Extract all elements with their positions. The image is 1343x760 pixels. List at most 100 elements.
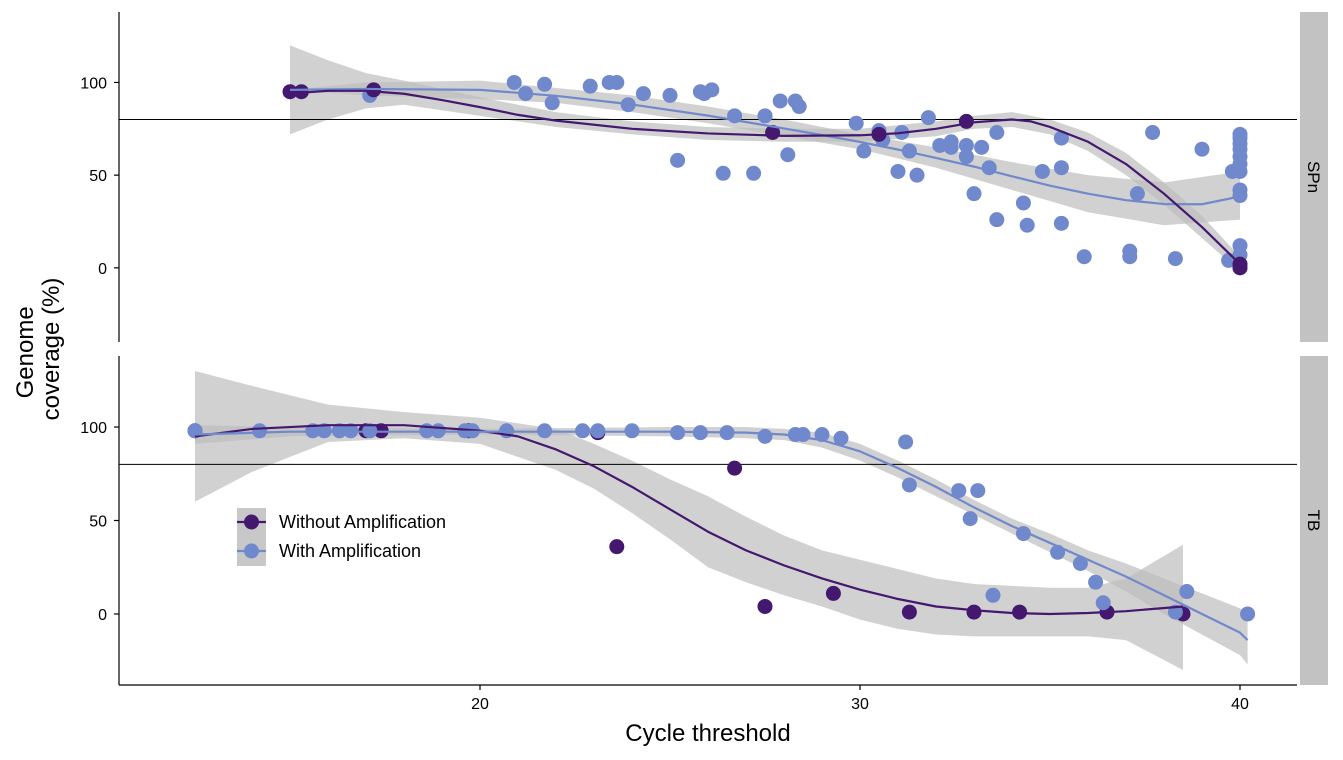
with-point [757, 428, 773, 444]
with-point [1019, 217, 1035, 233]
without-point [609, 539, 625, 555]
with-point [1145, 125, 1161, 141]
with-point [920, 110, 936, 126]
without-point [1232, 260, 1248, 276]
with-point [757, 108, 773, 124]
with-point [506, 74, 522, 90]
with-point [582, 78, 598, 94]
facet-strip [1300, 356, 1328, 685]
with-point [901, 477, 917, 493]
with-point [715, 165, 731, 181]
without-point [282, 84, 298, 100]
without-point [1012, 604, 1028, 620]
with-point [780, 147, 796, 163]
y-axis-title-line-1: Genome [12, 306, 39, 398]
panel-tb: 0 50 100 TB [80, 356, 1328, 685]
y-tick-label: 100 [80, 420, 107, 437]
with-point [1053, 130, 1069, 146]
x-tick-label: 20 [471, 696, 489, 713]
without-point [966, 604, 982, 620]
with-point [890, 163, 906, 179]
with-point [951, 483, 967, 499]
facet-panels: 0 50 100 SPn 0 50 100 TB [80, 12, 1328, 685]
with-point [962, 511, 978, 527]
with-point [966, 186, 982, 202]
without-point [825, 585, 841, 601]
facet-strip-label: TB [1304, 510, 1323, 532]
facet-strip-label: SPn [1304, 161, 1323, 193]
y-axis-title: Genome coverage (%) [12, 278, 65, 421]
y-tick-label: 50 [89, 514, 107, 531]
with-point [704, 82, 720, 98]
legend-item-without: Without Amplification [237, 508, 446, 537]
panel-spn: 0 50 100 SPn [80, 12, 1328, 342]
y-tick-label: 0 [98, 607, 107, 624]
with-point [791, 99, 807, 115]
without-point [901, 604, 917, 620]
with-point [856, 143, 872, 159]
without-fit-line [289, 89, 1241, 265]
with-point [670, 152, 686, 168]
with-point [544, 95, 560, 111]
legend: Without Amplification With Amplification [237, 508, 446, 566]
with-point [1053, 215, 1069, 231]
without-point [757, 598, 773, 614]
with-point [909, 167, 925, 183]
x-axis-title: Cycle threshold [625, 720, 790, 747]
with-fit-line [289, 87, 1241, 206]
with-point [1072, 555, 1088, 571]
with-point [772, 93, 788, 109]
facet-strip [1300, 12, 1328, 342]
with-point [989, 212, 1005, 228]
with-point [833, 430, 849, 446]
with-point [943, 139, 959, 155]
with-point [795, 427, 811, 443]
y-axis-title-line-2: coverage (%) [38, 278, 65, 421]
x-tick-label: 30 [851, 696, 869, 713]
with-point [848, 115, 864, 131]
with-point [1232, 188, 1248, 204]
y-tick-label: 50 [89, 168, 107, 185]
without-fit-line [194, 424, 1184, 616]
with-point [932, 137, 948, 153]
with-point [252, 423, 268, 439]
with-point [1076, 249, 1092, 265]
y-tick-label: 100 [80, 75, 107, 92]
legend-item-with: With Amplification [237, 537, 421, 566]
with-point [958, 137, 974, 153]
with-point [1179, 584, 1195, 600]
with-point [609, 74, 625, 90]
with-point [1015, 195, 1031, 211]
legend-label: With Amplification [279, 541, 421, 561]
with-point [635, 86, 651, 102]
with-point [1095, 595, 1111, 611]
with-point [1240, 606, 1256, 622]
with-point [970, 483, 986, 499]
x-tick-label: 40 [1231, 696, 1249, 713]
with-point [989, 125, 1005, 141]
with-fit-line [194, 430, 1249, 641]
with-point [1129, 186, 1145, 202]
x-axis: 20 30 40 [119, 684, 1297, 713]
with-point [1088, 574, 1104, 590]
legend-label: Without Amplification [279, 512, 446, 532]
y-tick-label: 0 [98, 261, 107, 278]
with-point [1167, 251, 1183, 267]
with-point [1232, 163, 1248, 179]
legend-key-point [244, 543, 259, 559]
with-point [662, 87, 678, 103]
with-point [898, 434, 914, 450]
with-point [985, 587, 1001, 603]
with-point [974, 139, 990, 155]
with-point [1122, 249, 1138, 265]
with-point [1194, 141, 1210, 157]
with-point [537, 76, 553, 92]
without-point [958, 113, 974, 129]
with-point [981, 160, 997, 176]
with-point [746, 165, 762, 181]
with-point [1034, 163, 1050, 179]
legend-key-point [244, 514, 259, 530]
with-point [814, 427, 830, 443]
with-confidence-band [195, 425, 1248, 665]
